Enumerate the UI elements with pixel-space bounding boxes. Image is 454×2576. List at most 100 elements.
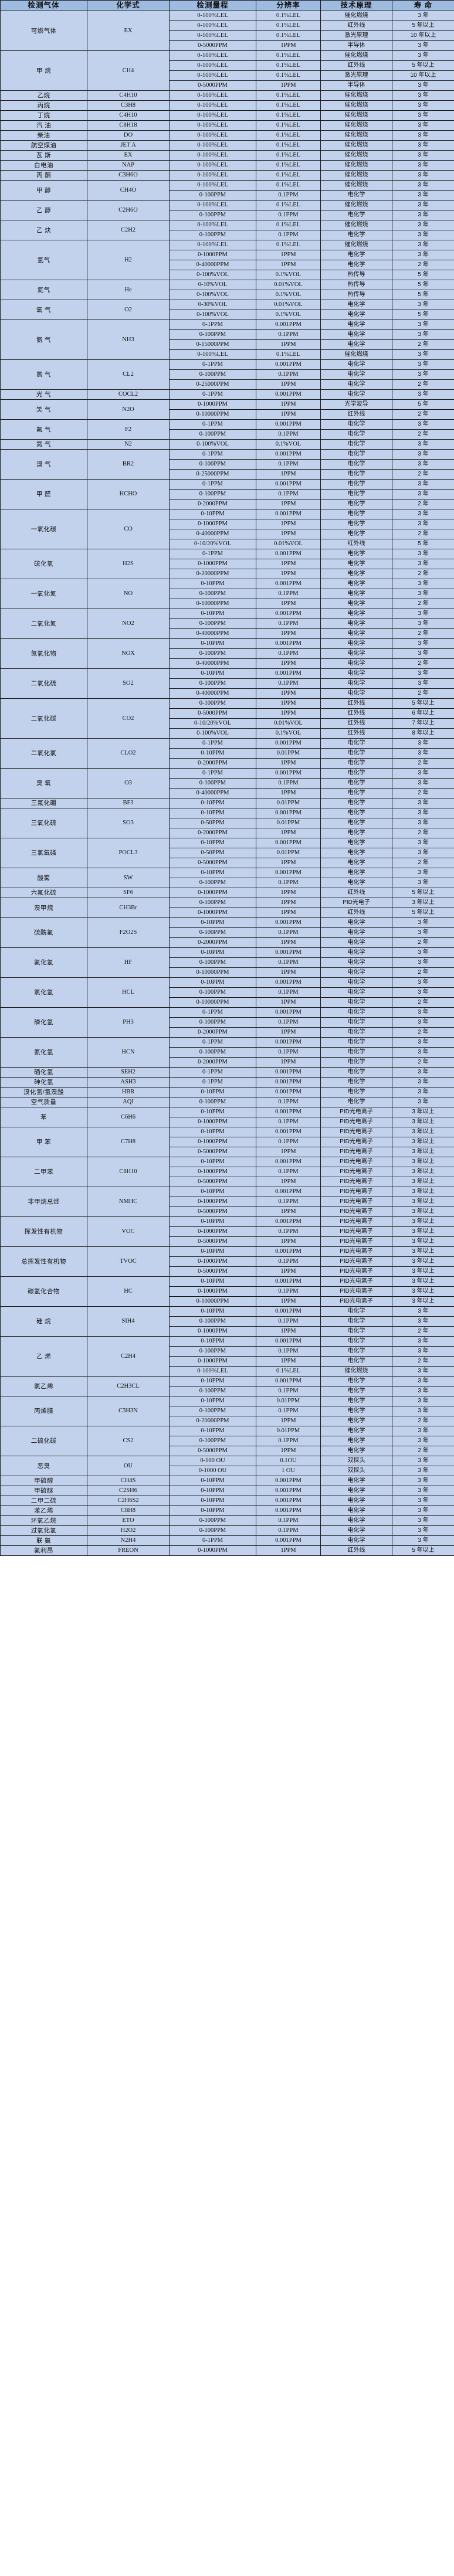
technical-principle-cell: 电化学	[320, 1037, 392, 1048]
table-row: 硫酰氟 F2O2S 0-10PPM 0.001PPM 电化学 3 年	[0, 917, 454, 948]
table-row: 氟 气 F2 0-1PPM 0.001PPM 电化学 3 年	[0, 419, 454, 440]
resolution-cell: 0.1PPM	[256, 1286, 321, 1297]
detection-range-cell: 0-1000PPM	[169, 908, 256, 918]
detection-range-cell: 0-100%LEL	[169, 70, 256, 81]
detection-range-cell: 0-1000PPM	[169, 1197, 256, 1207]
detection-range-cell: 0-10PPM	[169, 1376, 256, 1386]
detection-range-cell: 0-100PPM	[169, 1406, 256, 1416]
table-row: 0-100PPM 0.1PPM 电化学 3 年	[1, 678, 454, 689]
resolution-cell: 0.1%LEL	[256, 140, 321, 151]
lifespan-cell: 2 年	[392, 379, 454, 390]
chemical-formula-cell: N2H4	[87, 1535, 170, 1546]
detection-range-cell: 0-1000PPM	[169, 250, 256, 260]
gas-name-cell: 氟化氢	[0, 947, 87, 978]
gas-name-cell: 笑 气	[0, 399, 87, 420]
detection-range-cell: 0-100%LEL	[169, 240, 256, 250]
resolution-cell: 0.1PPM	[256, 878, 321, 888]
gas-name-cell: 磷化氢	[0, 1007, 87, 1038]
technical-principle-cell: 电化学	[320, 1486, 392, 1496]
technical-principle-cell: 红外线	[320, 708, 392, 719]
table-row: 0-100PPM 0.1PPM 电化学 2 年	[1, 429, 454, 440]
technical-principle-cell: PID光电离子	[320, 1177, 392, 1187]
resolution-cell: 0.1PPM	[256, 429, 321, 440]
chemical-formula-cell: HBR	[87, 1087, 170, 1097]
technical-principle-cell: 电化学	[320, 1326, 392, 1337]
chemical-formula-cell: NO2	[87, 609, 170, 639]
gas-name-cell: 总挥发性有机物	[0, 1246, 87, 1277]
detection-range-cell: 0-10PPM	[169, 868, 256, 878]
detection-range-cell: 0-10000PPM	[169, 409, 256, 420]
gas-name-cell: 二氧化氮	[0, 609, 87, 639]
technical-principle-cell: 催化燃烧	[320, 349, 392, 360]
technical-principle-cell: 电化学	[320, 977, 392, 988]
table-row: 0-2000PPM 1PPM 电化学 2 年	[1, 758, 454, 769]
resolution-cell: 0.1PPM	[256, 1097, 321, 1107]
detection-range-cell: 0-10PPM	[169, 1506, 256, 1516]
technical-principle-cell: PID光电离子	[320, 1276, 392, 1287]
technical-principle-cell: 电化学	[320, 1496, 392, 1506]
resolution-cell: 0.001PPM	[256, 320, 321, 330]
detection-range-cell: 0-1PPM	[169, 1007, 256, 1018]
table-row: 0-10000PPM 1PPM 红外线 2 年	[1, 409, 454, 420]
lifespan-cell: 2 年	[392, 1326, 454, 1337]
technical-principle-cell: PID光电离子	[320, 1157, 392, 1167]
technical-principle-cell: 电化学	[320, 808, 392, 818]
lifespan-cell: 3 年	[392, 559, 454, 569]
technical-principle-cell: 电化学	[320, 379, 392, 390]
resolution-cell: 0.1PPM	[256, 329, 321, 340]
resolution-cell: 0.1PPM	[256, 1406, 321, 1416]
technical-principle-cell: 电化学	[320, 688, 392, 699]
gas-name-cell: 三氧化硫	[0, 808, 87, 838]
technical-principle-cell: 催化燃烧	[320, 1366, 392, 1377]
detection-range-cell: 0-100%LEL	[169, 180, 256, 191]
resolution-cell: 1PPM	[256, 898, 321, 908]
technical-principle-cell: 热传导	[320, 290, 392, 300]
detection-range-cell: 0-10PPM	[169, 1486, 256, 1496]
lifespan-cell: 3 年以上	[392, 1167, 454, 1177]
resolution-cell: 1PPM	[256, 1177, 321, 1187]
table-row: 0-25000PPM 1PPM 电化学 2 年	[1, 469, 454, 480]
column-header-principle: 技术原理	[320, 0, 392, 11]
detection-range-cell: 0-100PPM	[169, 618, 256, 629]
lifespan-cell: 2 年	[392, 788, 454, 798]
detection-range-cell: 0-100PPM	[169, 898, 256, 908]
detection-range-cell: 0-100PPM	[169, 1515, 256, 1526]
detection-range-cell: 0-100%LEL	[169, 1366, 256, 1377]
detection-range-cell: 0-40000PPM	[169, 628, 256, 639]
technical-principle-cell: 电化学	[320, 359, 392, 370]
chemical-formula-cell: HC	[87, 1276, 170, 1307]
lifespan-cell: 3 年	[392, 230, 454, 240]
technical-principle-cell: 电化学	[320, 838, 392, 848]
resolution-cell: 0.01%VOL	[256, 718, 321, 729]
technical-principle-cell: PID光电离子	[320, 1256, 392, 1267]
table-row: 环氧乙烷 ETO 0-100PPM 0.1PPM 电化学 3 年	[0, 1515, 454, 1526]
lifespan-cell: 3 年	[392, 519, 454, 529]
resolution-cell: 0.1PPM	[256, 1197, 321, 1207]
table-row: 0-2000PPM 1PPM 电化学 2 年	[1, 1057, 454, 1068]
lifespan-cell: 3 年	[392, 1396, 454, 1406]
table-row: 0-20000PPM 1PPM 电化学 2 年	[1, 569, 454, 579]
lifespan-cell: 3 年	[392, 1376, 454, 1386]
lifespan-cell: 3 年	[392, 618, 454, 629]
technical-principle-cell: 电化学	[320, 678, 392, 689]
technical-principle-cell: 电化学	[320, 569, 392, 579]
resolution-cell: 0.01PPM	[256, 748, 321, 759]
detection-range-cell: 0-10PPM	[169, 1216, 256, 1227]
technical-principle-cell: 电化学	[320, 1027, 392, 1038]
chemical-formula-cell: NO	[87, 579, 170, 609]
resolution-cell: 0.1PPM	[256, 1117, 321, 1127]
chemical-formula-cell: C2H4	[87, 1336, 170, 1377]
chemical-formula-cell: JET A	[87, 140, 170, 151]
resolution-cell: 1PPM	[256, 758, 321, 769]
technical-principle-cell: 电化学	[320, 519, 392, 529]
detection-range-cell: 0-10PPM	[169, 1246, 256, 1257]
gas-name-cell: 二氧化硫	[0, 668, 87, 699]
gas-name-cell: 酸雾	[0, 868, 87, 888]
resolution-cell: 1PPM	[256, 469, 321, 480]
technical-principle-cell: 电化学	[320, 609, 392, 619]
technical-principle-cell: 电化学	[320, 1476, 392, 1486]
detection-range-cell: 0-1PPM	[169, 1077, 256, 1088]
table-row: 空气质量 AQI 0-100PPM 0.1PPM 电化学 3 年	[0, 1097, 454, 1107]
technical-principle-cell: 红外线	[320, 409, 392, 420]
resolution-cell: 0.1PPM	[256, 1226, 321, 1237]
